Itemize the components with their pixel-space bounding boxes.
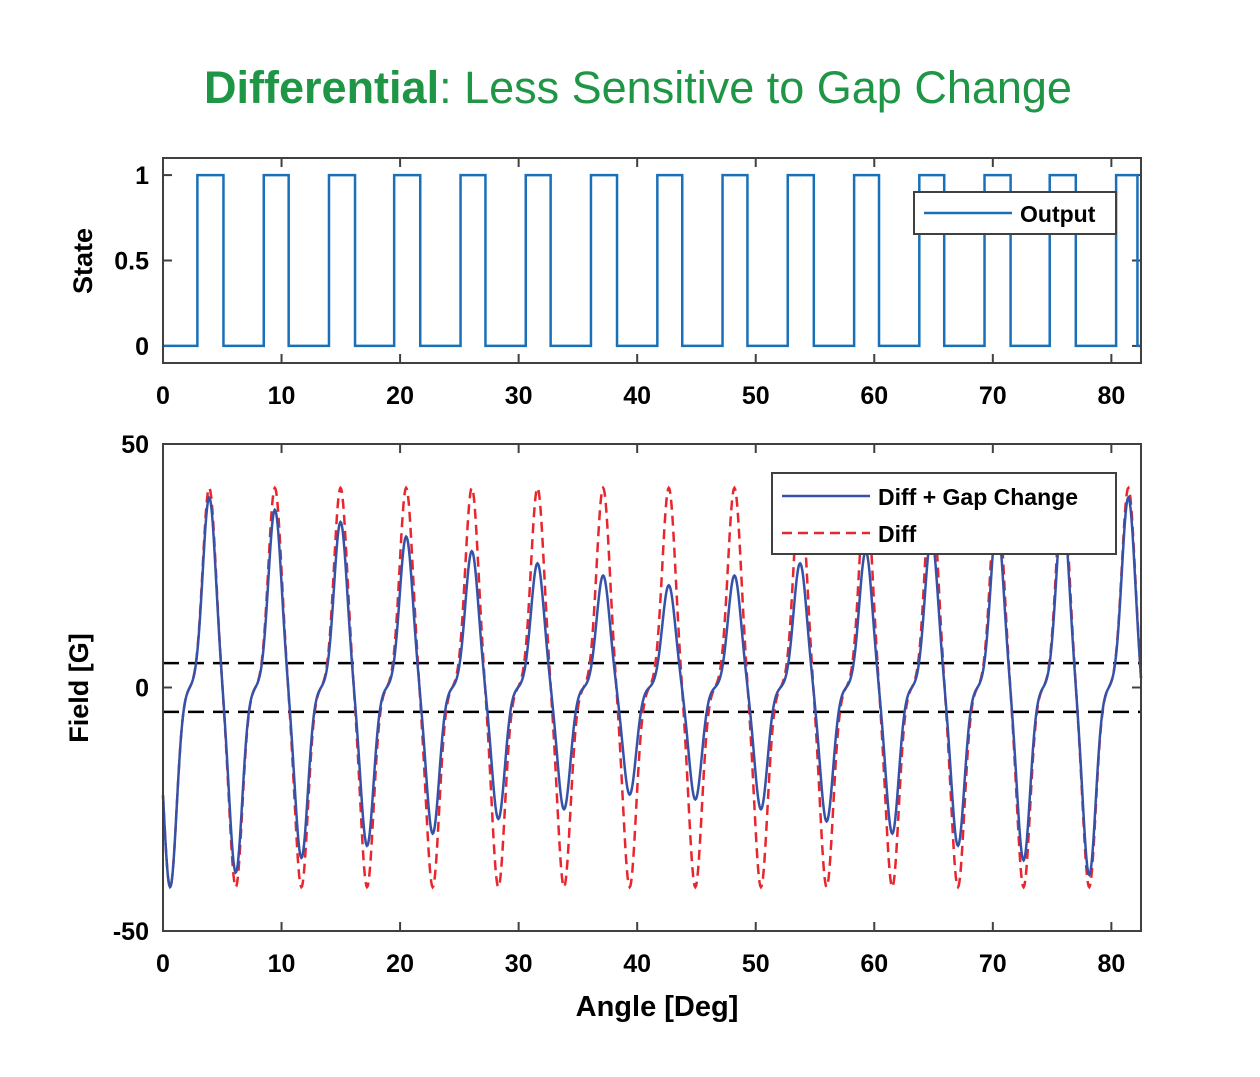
top-legend: Output xyxy=(913,191,1117,235)
top-xtick-label: 20 xyxy=(386,382,414,410)
bottom-y-axis-label: Field [G] xyxy=(64,633,94,743)
top-ytick-label: 1 xyxy=(135,162,149,190)
top-ytick-label: 0.5 xyxy=(114,248,149,276)
bottom-ytick-label: -50 xyxy=(113,918,149,946)
top-xtick-label: 30 xyxy=(505,382,533,410)
bottom-xtick-label: 0 xyxy=(156,950,170,978)
top-xtick-label: 40 xyxy=(623,382,651,410)
bottom-xtick-label: 60 xyxy=(860,950,888,978)
bottom-xtick-label: 40 xyxy=(623,950,651,978)
output-series-line xyxy=(163,173,1141,348)
top-xtick-label: 50 xyxy=(742,382,770,410)
chart-title-bold: Differential xyxy=(204,62,440,113)
top-xtick-label: 60 xyxy=(860,382,888,410)
diff-gap-change-series-line xyxy=(161,495,1143,890)
top-tick-labels: 0 10 20 30 40 50 60 70 80 0 0.5 1 xyxy=(114,162,1125,410)
chart-title: Differential: Less Sensitive to Gap Chan… xyxy=(0,62,1260,114)
bottom-legend-box xyxy=(771,472,1117,555)
bottom-x-axis-label: Angle [Deg] xyxy=(576,991,739,1023)
top-y-axis-label: State xyxy=(68,228,98,294)
bottom-ytick-label: 0 xyxy=(135,675,149,703)
top-axes-box xyxy=(162,157,1142,364)
legend-label-output: Output xyxy=(1020,201,1096,227)
chart-title-rest: : Less Sensitive to Gap Change xyxy=(439,62,1072,113)
bottom-xtick-label: 10 xyxy=(268,950,296,978)
diff-series-line xyxy=(161,485,1143,890)
top-ytick-label: 0 xyxy=(135,333,149,361)
bottom-legend: Diff + Gap Change Diff xyxy=(771,472,1117,555)
top-panel: 0 10 20 30 40 50 60 70 80 0 0.5 1 State Output xyxy=(68,157,1142,410)
bottom-xtick-label: 70 xyxy=(979,950,1007,978)
legend-label-diff-gap-change: Diff + Gap Change xyxy=(878,484,1078,510)
top-xtick-label: 70 xyxy=(979,382,1007,410)
bottom-xtick-label: 30 xyxy=(505,950,533,978)
top-xtick-label: 10 xyxy=(268,382,296,410)
bottom-ytick-label: 50 xyxy=(121,431,149,459)
top-plot-area xyxy=(163,158,1141,363)
bottom-xtick-label: 50 xyxy=(742,950,770,978)
legend-label-diff: Diff xyxy=(878,521,917,547)
bottom-xtick-label: 80 xyxy=(1097,950,1125,978)
top-xtick-label: 80 xyxy=(1097,382,1125,410)
bottom-xtick-label: 20 xyxy=(386,950,414,978)
bottom-axes-box xyxy=(162,443,1142,932)
top-xtick-label: 0 xyxy=(156,382,170,410)
